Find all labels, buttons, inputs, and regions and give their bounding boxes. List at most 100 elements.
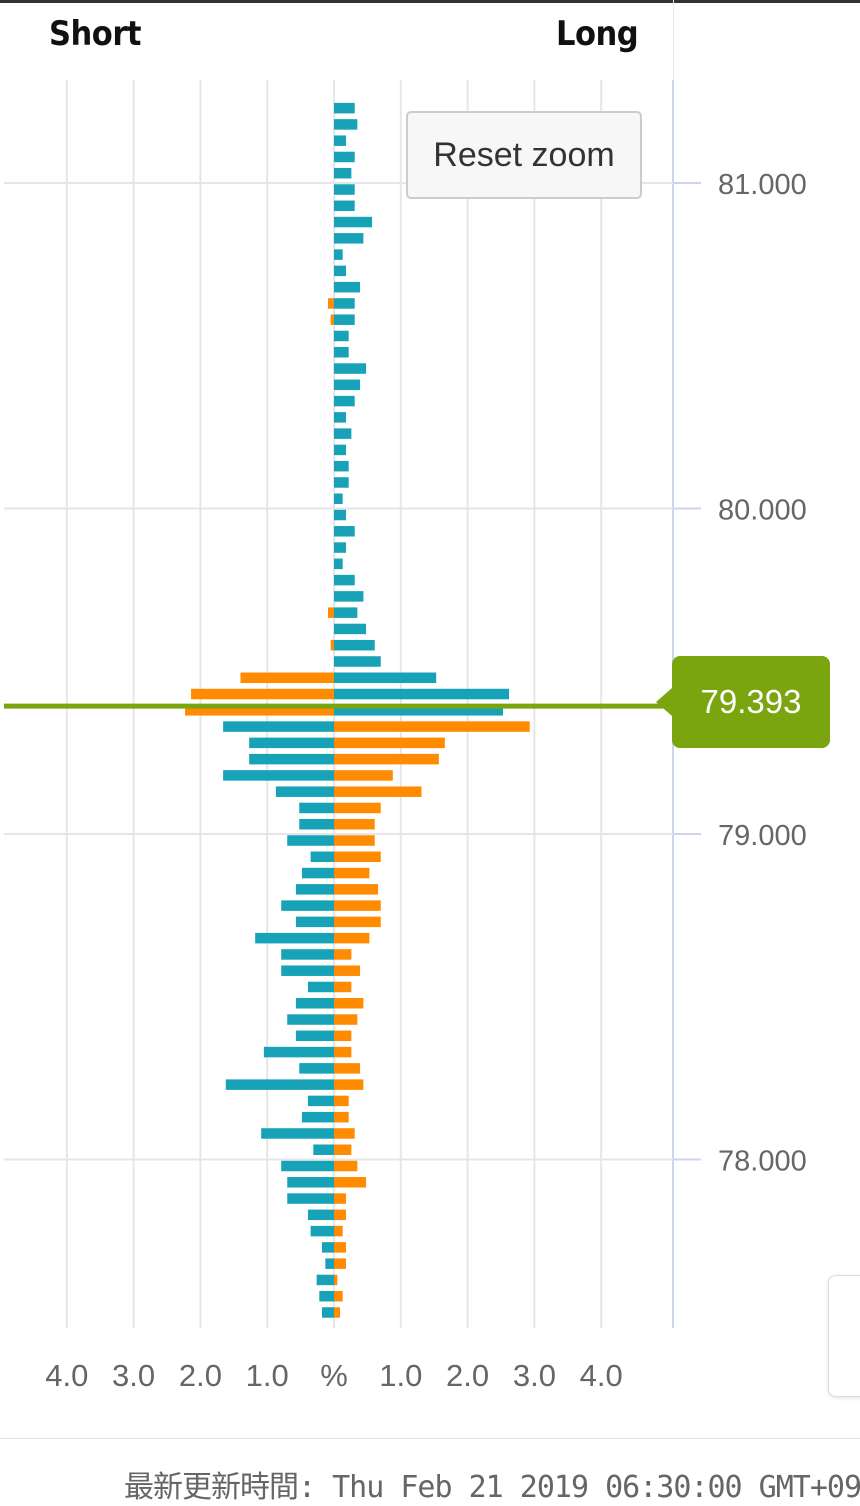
long-bar bbox=[334, 200, 355, 212]
long-bar bbox=[334, 1177, 367, 1188]
x-tick-label: % bbox=[320, 1358, 348, 1393]
long-bar bbox=[334, 1128, 355, 1139]
long-bar bbox=[334, 151, 355, 163]
long-bar bbox=[334, 835, 375, 846]
long-bar bbox=[334, 1307, 341, 1318]
short-bar bbox=[325, 1258, 334, 1269]
short-bar bbox=[287, 1177, 334, 1188]
short-bar bbox=[281, 965, 334, 976]
short-bar bbox=[263, 1046, 334, 1058]
short-bar bbox=[249, 753, 334, 765]
long-bar bbox=[334, 753, 439, 765]
long-bar bbox=[334, 493, 343, 504]
short-bar bbox=[299, 818, 334, 830]
long-bar bbox=[334, 965, 361, 976]
long-bar bbox=[334, 314, 355, 325]
long-bar bbox=[334, 1079, 364, 1090]
short-bar bbox=[225, 1079, 334, 1090]
long-bar bbox=[334, 216, 373, 228]
long-bar bbox=[334, 574, 355, 586]
long-bar bbox=[334, 884, 379, 895]
long-bar bbox=[334, 786, 422, 797]
short-bar bbox=[301, 1111, 334, 1123]
top-border bbox=[0, 0, 860, 3]
order-book-chart[interactable]: 81.000 80.000 79.000 78.000 4.0 3.0 2.0 1.0% 1.0… bbox=[0, 0, 860, 1440]
long-bar bbox=[334, 412, 347, 423]
side-panel-tab[interactable] bbox=[828, 1275, 860, 1397]
short-bar bbox=[299, 802, 334, 814]
long-bar bbox=[334, 363, 367, 374]
long-bar bbox=[334, 721, 530, 732]
short-bar bbox=[191, 688, 334, 700]
short-bar bbox=[223, 721, 334, 732]
long-bar bbox=[334, 998, 364, 1009]
long-bar bbox=[334, 1111, 349, 1123]
long-bar bbox=[334, 542, 347, 553]
long-bar bbox=[334, 1046, 352, 1058]
long-bar bbox=[334, 705, 504, 716]
long-bar bbox=[334, 1242, 347, 1253]
short-bar bbox=[316, 1274, 334, 1286]
long-bar bbox=[334, 102, 355, 114]
long-bar bbox=[334, 167, 352, 179]
long-bar bbox=[334, 981, 352, 993]
last-updated-text: 最新更新時間: Thu Feb 21 2019 06:30:00 GMT+09 bbox=[124, 1470, 860, 1505]
short-bar bbox=[301, 867, 334, 879]
long-bar bbox=[334, 1209, 347, 1221]
long-bar bbox=[334, 867, 370, 879]
short-bar bbox=[310, 851, 334, 863]
short-bar bbox=[281, 1160, 334, 1172]
short-label: Short bbox=[49, 14, 142, 54]
long-bar bbox=[334, 623, 367, 635]
long-bar bbox=[334, 395, 355, 407]
x-tick-label: 1.0 bbox=[379, 1358, 422, 1393]
long-bar bbox=[334, 184, 355, 195]
y-tick-label: 78.000 bbox=[718, 1146, 807, 1178]
long-bar bbox=[334, 1014, 358, 1025]
short-bar bbox=[327, 607, 334, 618]
long-bar bbox=[334, 916, 381, 928]
long-bar bbox=[334, 591, 364, 602]
long-bar bbox=[334, 330, 349, 342]
long-bar bbox=[334, 851, 381, 863]
current-price-badge: 79.393 bbox=[656, 656, 830, 748]
long-bar bbox=[334, 249, 343, 260]
short-bar bbox=[321, 1242, 334, 1253]
long-bar bbox=[334, 477, 349, 488]
long-bar bbox=[334, 298, 355, 309]
y-tick-label: 79.000 bbox=[718, 820, 807, 852]
short-bar bbox=[307, 1095, 334, 1107]
x-tick-label: 3.0 bbox=[112, 1358, 155, 1393]
short-bar bbox=[299, 1063, 334, 1074]
long-bar bbox=[334, 1095, 349, 1107]
short-bar bbox=[255, 932, 334, 944]
short-bar bbox=[307, 1209, 334, 1221]
long-bar bbox=[334, 1258, 347, 1269]
long-bar bbox=[334, 1225, 343, 1237]
long-bar bbox=[334, 1290, 343, 1302]
footer-divider bbox=[0, 1438, 860, 1439]
long-bar bbox=[334, 1193, 347, 1204]
long-bar bbox=[334, 347, 349, 358]
short-bar bbox=[275, 786, 334, 797]
short-bar bbox=[295, 1030, 334, 1042]
short-bar bbox=[240, 672, 334, 684]
long-bar bbox=[334, 1063, 361, 1074]
long-bar bbox=[334, 558, 343, 570]
long-bar bbox=[334, 802, 381, 814]
panel-divider bbox=[673, 0, 674, 80]
current-price-value: 79.393 bbox=[700, 683, 802, 720]
reset-zoom-button[interactable]: Reset zoom bbox=[406, 111, 642, 199]
short-bar bbox=[295, 998, 334, 1009]
long-bar bbox=[334, 526, 355, 537]
long-label: Long bbox=[556, 14, 639, 54]
short-bar bbox=[307, 981, 334, 993]
long-bar bbox=[334, 607, 358, 618]
short-bar bbox=[313, 1144, 334, 1155]
long-bar bbox=[334, 818, 375, 830]
long-bar bbox=[334, 379, 361, 391]
long-bar bbox=[334, 460, 349, 472]
long-bar bbox=[334, 656, 381, 667]
long-bar bbox=[334, 428, 352, 439]
long-bar bbox=[334, 900, 381, 911]
